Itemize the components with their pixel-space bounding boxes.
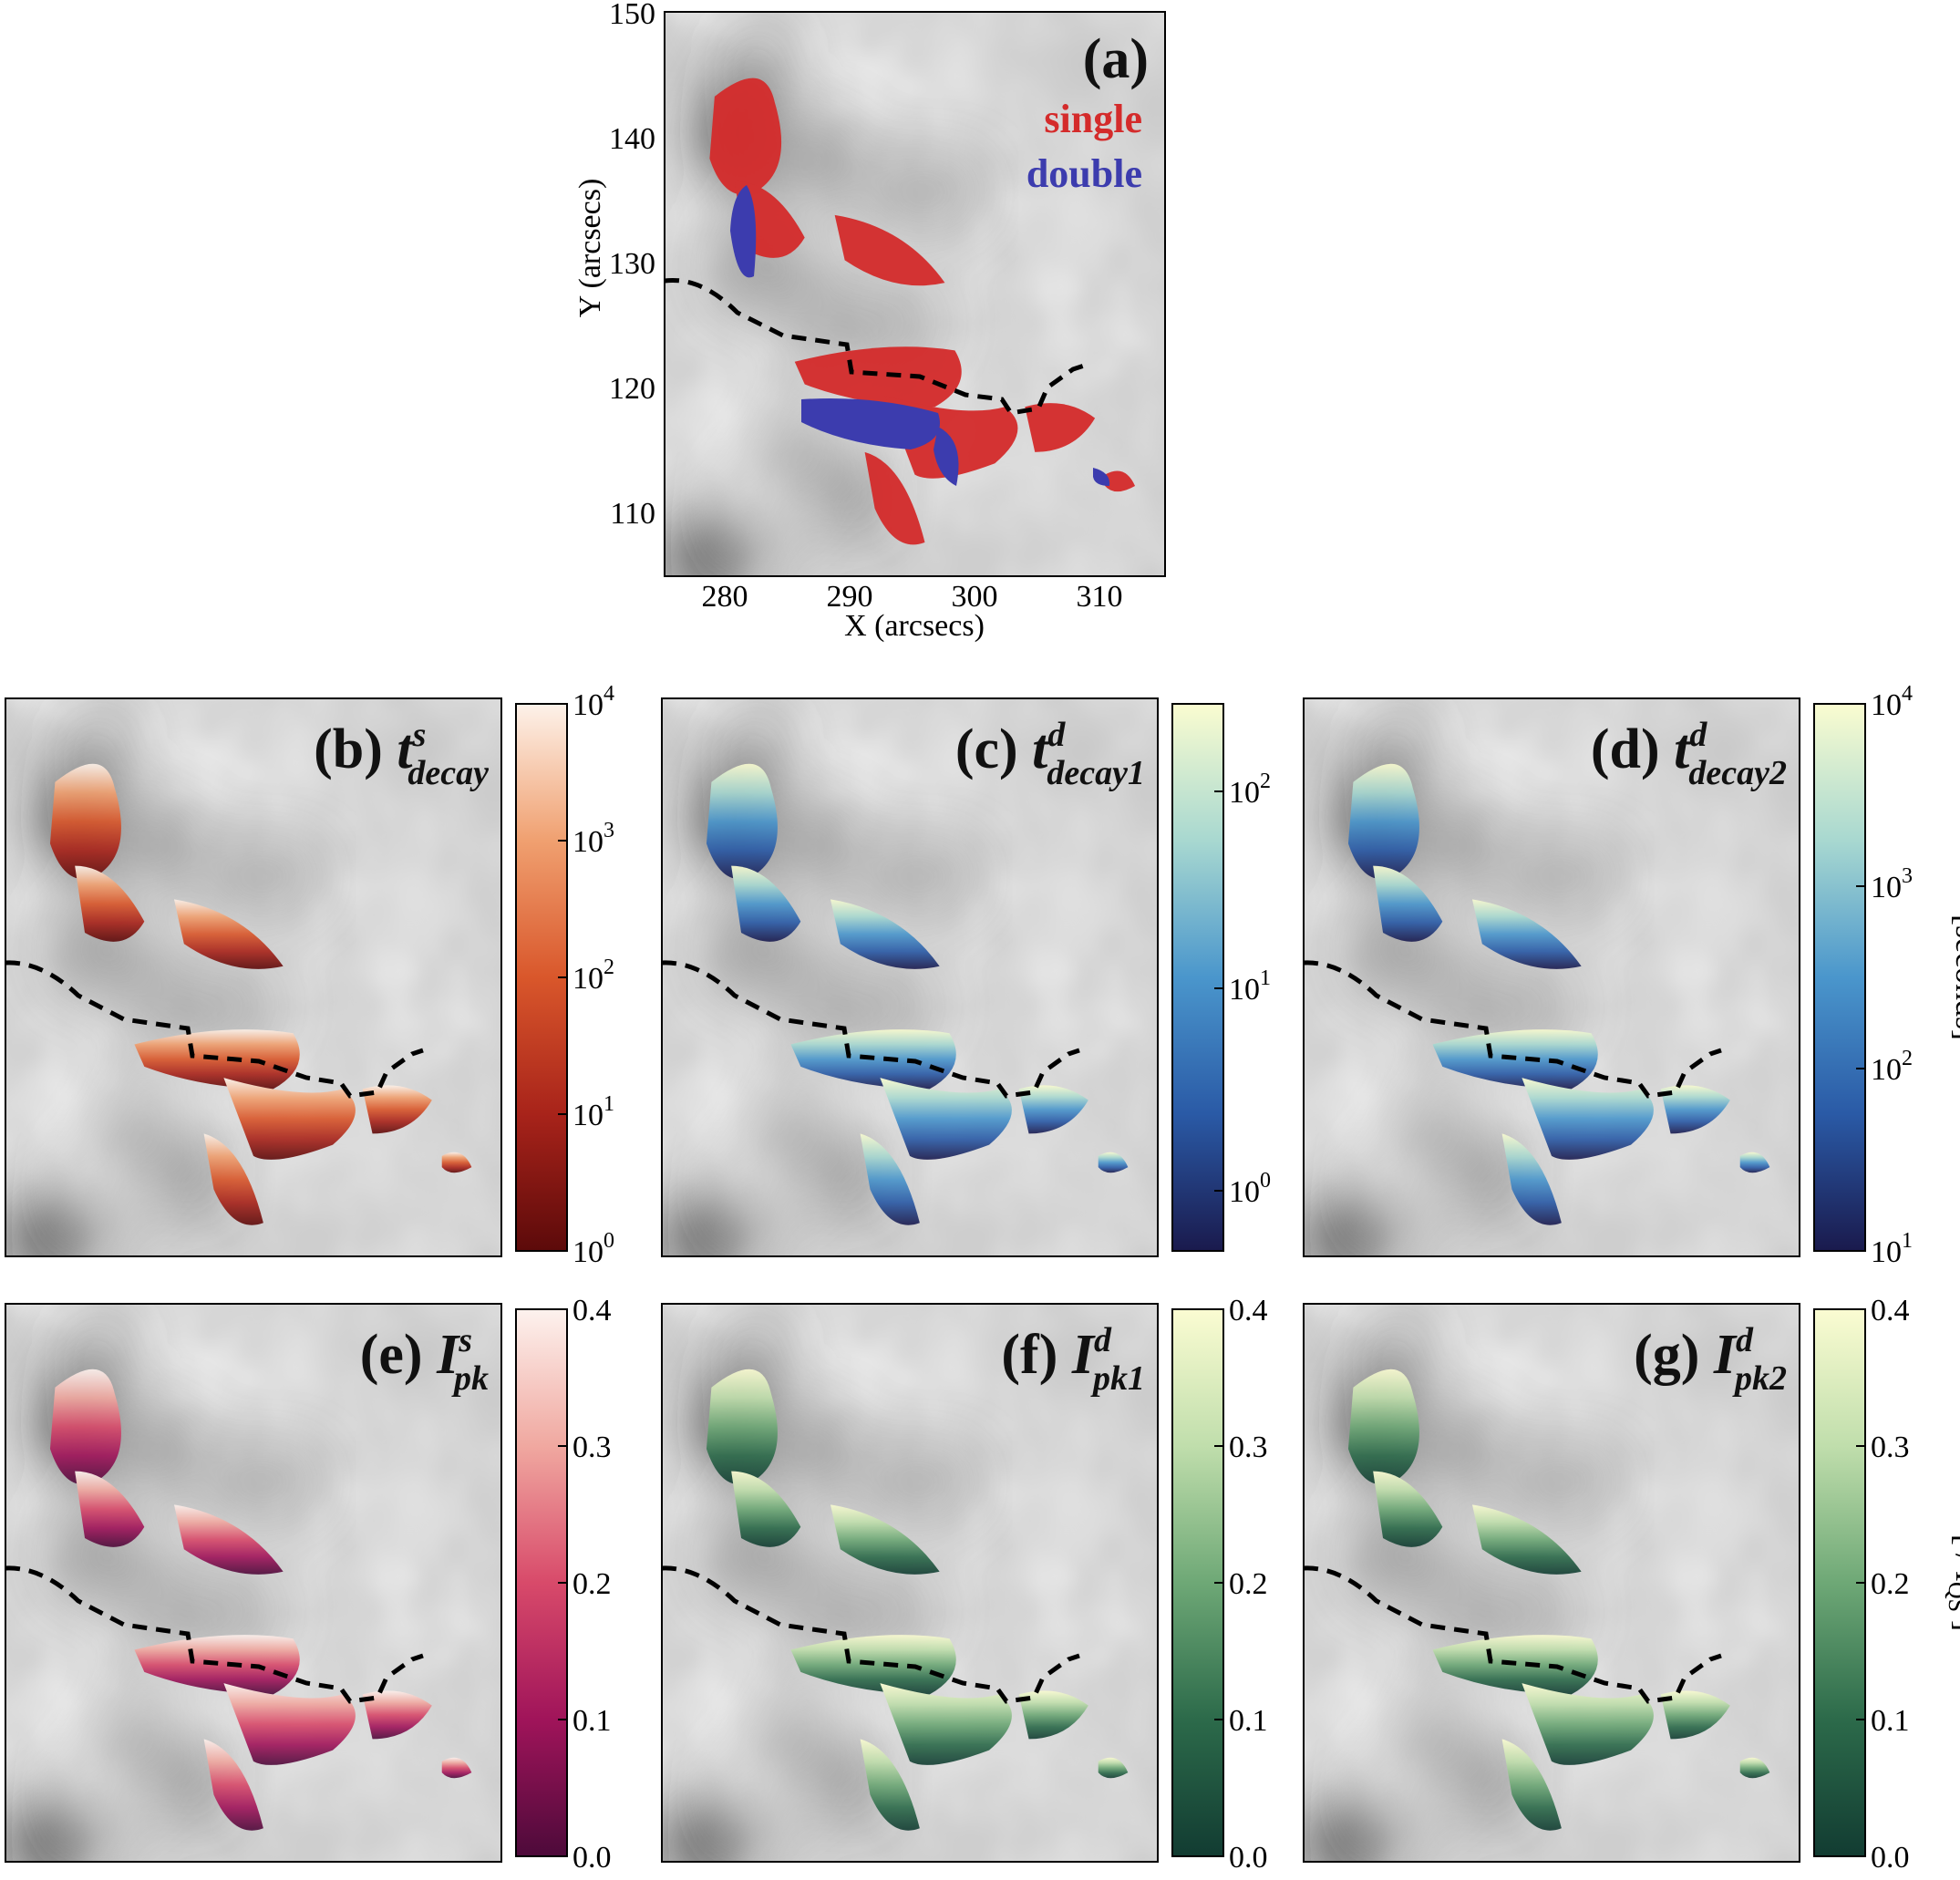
colorbar-g: 0.4 0.3 0.2 0.1 0.0 [ / IQS ] bbox=[1813, 1294, 1960, 1875]
colorbar-tick-label: 102 bbox=[1229, 770, 1271, 810]
panel-e-label: (e) Is pk bbox=[360, 1321, 489, 1398]
panel-a: (a) single double 150 140 130 120 110 Y … bbox=[573, 0, 1166, 643]
colorbar-d-unit: [seconds] bbox=[1949, 914, 1960, 1040]
panel-b-label: (b) ts decay bbox=[314, 716, 489, 792]
x-tick-label: 280 bbox=[702, 580, 748, 614]
colorbar-tick-label: 0.2 bbox=[573, 1567, 612, 1601]
panel-d-neutral-line bbox=[1303, 960, 1722, 1099]
colorbar-tick-label: 0.4 bbox=[1871, 1294, 1910, 1327]
colorbar-tick-label: 100 bbox=[573, 1229, 614, 1269]
panel-d-frame bbox=[1303, 697, 1800, 1257]
panel-e-frame bbox=[5, 1303, 502, 1863]
panel-c: (c) td decay1 102 101 100 bbox=[661, 697, 1271, 1257]
panel-b-neutral-line bbox=[5, 960, 424, 1099]
colorbar-g-bar bbox=[1813, 1308, 1866, 1857]
panel-a-x-axis: 280 290 300 310 X (arcsecs) bbox=[702, 580, 1123, 643]
colorbar-tick-label: 103 bbox=[1871, 864, 1913, 904]
colorbar-tick-label: 0.3 bbox=[573, 1431, 612, 1464]
panel-e-neutral-line bbox=[5, 1565, 424, 1704]
colorbar-tick-label: 0.2 bbox=[1229, 1567, 1268, 1601]
panel-d-label: (d) td decay2 bbox=[1591, 716, 1787, 792]
colorbar-tick-label: 0.3 bbox=[1871, 1431, 1910, 1464]
colorbar-e: 0.4 0.3 0.2 0.1 0.0 bbox=[515, 1294, 612, 1875]
colorbar-tick-label: 0.0 bbox=[1229, 1841, 1268, 1875]
colorbar-tick-label: 0.3 bbox=[1229, 1431, 1268, 1464]
colorbar-d: 104 103 102 101 [seconds] bbox=[1813, 682, 1960, 1269]
colorbar-tick-label: 0.1 bbox=[1229, 1704, 1268, 1738]
colorbar-c: 102 101 100 bbox=[1171, 703, 1271, 1252]
y-tick-label: 130 bbox=[609, 247, 655, 281]
y-tick-label: 140 bbox=[609, 122, 655, 156]
colorbar-tick-label: 102 bbox=[573, 955, 614, 996]
colorbar-tick-label: 100 bbox=[1229, 1169, 1271, 1209]
colorbar-tick-label: 101 bbox=[573, 1092, 614, 1132]
panel-f-label: (f) Id pk1 bbox=[1001, 1321, 1145, 1398]
panel-c-frame bbox=[661, 697, 1159, 1257]
panel-e: (e) Is pk 0.4 0.3 0.2 0.1 0.0 bbox=[5, 1294, 612, 1875]
colorbar-f: 0.4 0.3 0.2 0.1 0.0 bbox=[1171, 1294, 1268, 1875]
colorbar-tick-label: 104 bbox=[573, 682, 614, 722]
colorbar-tick-label: 0.1 bbox=[1871, 1704, 1910, 1738]
y-tick-label: 150 bbox=[609, 0, 655, 31]
colorbar-tick-label: 101 bbox=[1229, 966, 1271, 1007]
panel-a-frame bbox=[664, 11, 1166, 577]
y-axis-title: Y (arcsecs) bbox=[573, 179, 607, 318]
colorbar-tick-label: 0.4 bbox=[573, 1294, 612, 1327]
colorbar-tick-label: 102 bbox=[1871, 1047, 1913, 1087]
legend-double: double bbox=[1026, 151, 1142, 196]
colorbar-tick-label: 103 bbox=[573, 819, 614, 859]
panel-f-frame bbox=[661, 1303, 1159, 1863]
colorbar-b: 104 103 102 101 100 bbox=[515, 682, 614, 1269]
x-tick-label: 290 bbox=[827, 580, 873, 614]
panel-a-neutral-line bbox=[664, 277, 1085, 416]
panel-b: (b) ts decay 104 103 102 101 100 bbox=[5, 682, 614, 1269]
panel-a-double-regions bbox=[730, 185, 1110, 486]
colorbar-tick-label: 0.4 bbox=[1229, 1294, 1268, 1327]
panel-g-frame bbox=[1303, 1303, 1800, 1863]
panel-d: (d) td decay2 104 103 102 101 [seconds] bbox=[1303, 682, 1960, 1269]
panel-c-neutral-line bbox=[661, 960, 1080, 1099]
legend-single: single bbox=[1044, 97, 1142, 141]
colorbar-tick-label: 0.0 bbox=[1871, 1841, 1910, 1875]
panel-a-y-axis: 150 140 130 120 110 Y (arcsecs) bbox=[573, 0, 655, 531]
x-axis-title: X (arcsecs) bbox=[844, 609, 985, 643]
panel-g-neutral-line bbox=[1303, 1565, 1722, 1704]
colorbar-tick-label: 0.1 bbox=[573, 1704, 612, 1738]
panel-grid: (b) ts decay 104 103 102 101 100 (c) td decay1 10… bbox=[5, 682, 1960, 1875]
panel-a-tag: (a) bbox=[1083, 28, 1149, 90]
y-tick-label: 120 bbox=[609, 372, 655, 406]
x-tick-label: 310 bbox=[1077, 580, 1123, 614]
colorbar-tick-label: 104 bbox=[1871, 682, 1913, 722]
colorbar-g-unit: [ / IQS ] bbox=[1944, 1534, 1960, 1631]
colorbar-c-bar bbox=[1171, 703, 1224, 1252]
x-tick-label: 300 bbox=[952, 580, 998, 614]
panel-g-label: (g) Id pk2 bbox=[1634, 1321, 1787, 1398]
y-tick-label: 110 bbox=[610, 497, 655, 531]
panel-f-neutral-line bbox=[661, 1565, 1080, 1704]
panel-f: (f) Id pk1 0.4 0.3 0.2 0.1 0.0 bbox=[661, 1294, 1268, 1875]
panel-b-frame bbox=[5, 697, 502, 1257]
colorbar-tick-label: 0.2 bbox=[1871, 1567, 1910, 1601]
panel-c-label: (c) td decay1 bbox=[955, 716, 1145, 792]
colorbar-tick-label: 0.0 bbox=[573, 1841, 612, 1875]
colorbar-tick-label: 101 bbox=[1871, 1229, 1913, 1269]
colorbar-d-bar bbox=[1813, 703, 1866, 1252]
